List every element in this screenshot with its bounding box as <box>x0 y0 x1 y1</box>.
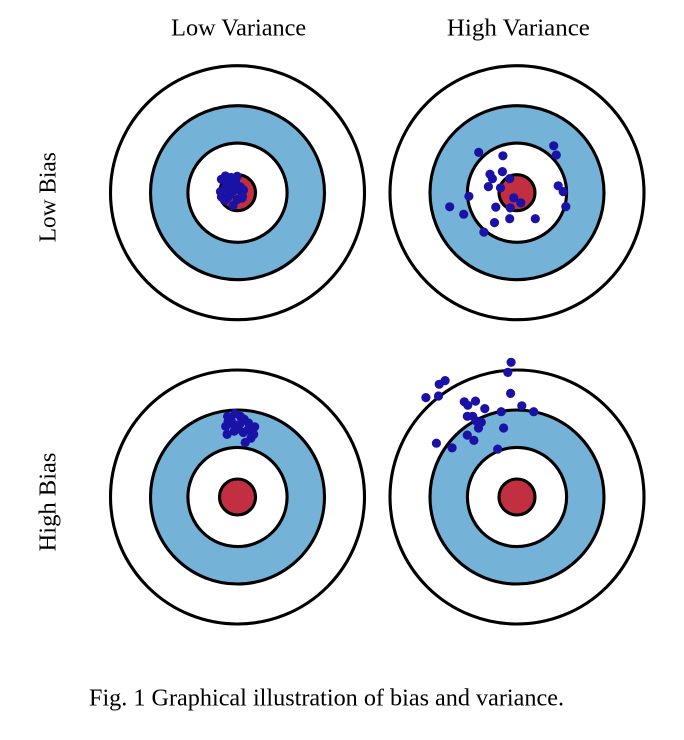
svg-text:Fig. 1 Graphical illustration: Fig. 1 Graphical illustration of bias an… <box>89 686 564 712</box>
svg-text:Low Bias: Low Bias <box>36 152 62 242</box>
svg-text:Low Variance: Low Variance <box>171 16 306 42</box>
svg-text:High Variance: High Variance <box>447 16 590 42</box>
svg-text:High Bias: High Bias <box>36 453 62 552</box>
